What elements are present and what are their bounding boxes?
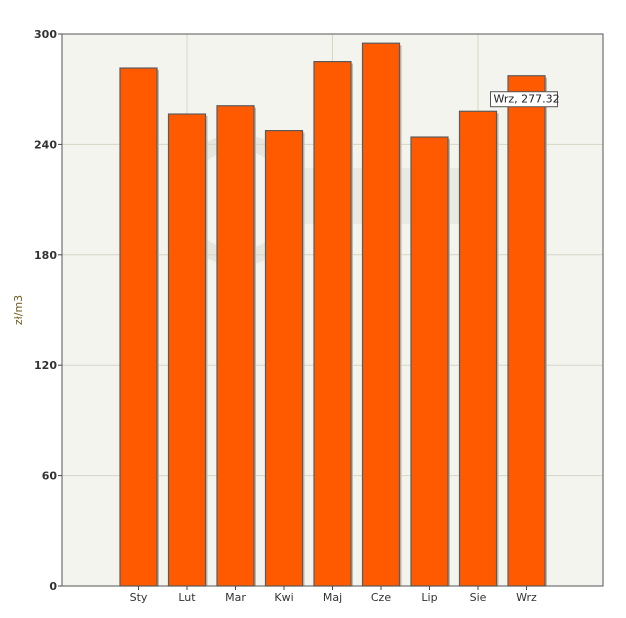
y-axis-ticks: 0 60 120 180 240 300	[34, 28, 62, 593]
tooltip-box	[490, 91, 558, 108]
plot-frame	[61, 33, 604, 587]
y-tick-label: 0	[49, 580, 57, 593]
bar-Wrz[interactable]	[507, 75, 546, 587]
bar-Lut[interactable]	[167, 113, 207, 587]
bars-group	[119, 42, 547, 587]
bar-Cze[interactable]	[361, 42, 401, 587]
y-axis-label: zł/m3	[12, 295, 25, 325]
x-tick-label: Mar	[225, 591, 246, 604]
bar-Lip[interactable]	[410, 136, 449, 587]
x-axis-ticks: Sty Lut Mar Kwi Maj Cze Lip Sie Wrz	[130, 586, 537, 604]
y-tick-label: 240	[34, 138, 57, 151]
x-tick-label: Cze	[371, 591, 391, 604]
x-tick-label: Wrz	[516, 591, 537, 604]
x-tick-label: Sty	[130, 591, 148, 604]
x-tick-label: Lip	[421, 591, 437, 604]
y-tick-label: 60	[42, 470, 58, 483]
tooltip: Wrz, 277.32	[490, 91, 560, 108]
bar-Mar[interactable]	[216, 105, 255, 587]
tooltip-text: Wrz, 277.32	[494, 93, 560, 106]
bar-Kwi[interactable]	[264, 130, 304, 587]
x-tick-label: Kwi	[274, 591, 293, 604]
bar-Sie[interactable]	[458, 110, 498, 587]
x-tick-label: Lut	[178, 591, 196, 604]
y-tick-label: 120	[34, 359, 57, 372]
y-tick-label: 300	[34, 28, 57, 41]
bar-Maj[interactable]	[313, 60, 352, 587]
x-tick-label: Maj	[323, 591, 342, 604]
x-tick-label: Sie	[470, 591, 487, 604]
y-tick-label: 180	[34, 249, 57, 262]
bar-Sty[interactable]	[119, 67, 158, 587]
